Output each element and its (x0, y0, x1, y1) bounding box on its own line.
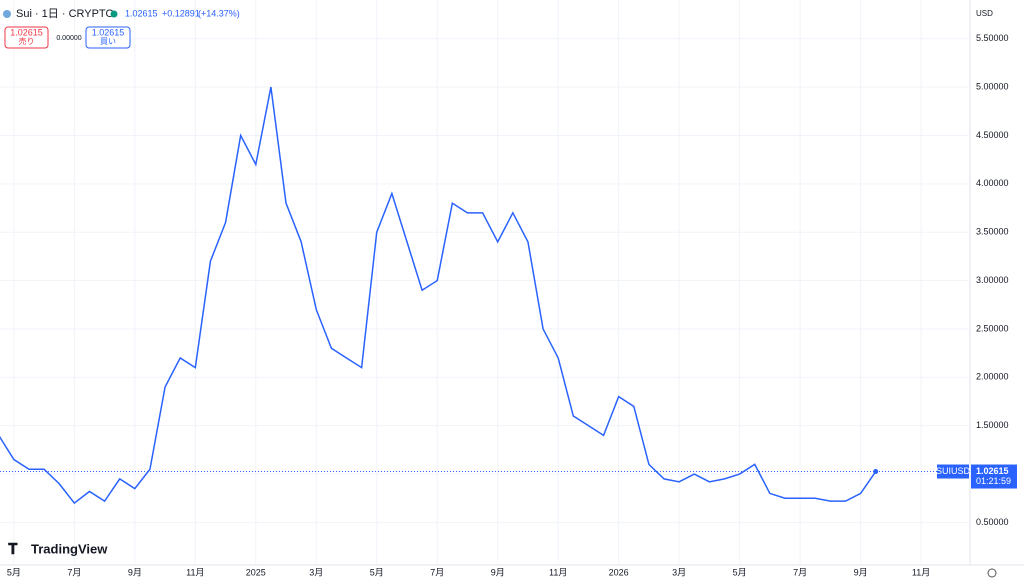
grid (0, 0, 970, 565)
settings-icon[interactable] (987, 568, 997, 578)
coin-icon (3, 10, 11, 18)
symbol-tag (937, 464, 969, 479)
spread: 0.00000 (56, 35, 81, 42)
y-tick-label: 4.50000 (976, 130, 1009, 140)
buy-button[interactable] (85, 26, 131, 49)
status-dot (110, 10, 118, 18)
sell-price[interactable]: 1.02615 (10, 27, 43, 37)
symbol: Sui · 1日 · CRYPTO (16, 8, 114, 20)
x-tick-label: 7月 (793, 567, 807, 577)
x-tick-label: 2026 (609, 567, 629, 577)
y-tick-label: 1.50000 (976, 420, 1009, 430)
buy-label[interactable]: 買い (100, 37, 116, 46)
change-pct: (+14.37%) (198, 8, 240, 18)
x-tick-label: 3月 (672, 567, 686, 577)
y-tick-label: 5.00000 (976, 81, 1009, 91)
x-tick-label: 9月 (128, 567, 142, 577)
x-tick-label: 5月 (370, 567, 384, 577)
brand: TradingView (31, 541, 108, 556)
x-tick-label: 5月 (733, 567, 747, 577)
x-tick-label: 2025 (246, 567, 266, 577)
x-tick-label: 3月 (309, 567, 323, 577)
last-point (873, 469, 879, 475)
buy-price[interactable]: 1.02615 (92, 27, 125, 37)
plot (0, 86, 970, 505)
logo-mark: 𝐓 (8, 541, 18, 558)
symbol-tag-label: SUIUSD (936, 466, 971, 476)
x-tick-label: 5月 (7, 567, 21, 577)
countdown: 01:21:59 (976, 476, 1011, 486)
currency[interactable]: USD (976, 9, 993, 18)
price-line (0, 86, 877, 505)
y-tick-label: 3.50000 (976, 227, 1009, 237)
price-tag (971, 464, 1017, 489)
x-tick-label: 11月 (186, 567, 204, 577)
x-tick-label: 11月 (912, 567, 930, 577)
y-tick-label: 2.00000 (976, 372, 1009, 382)
x-tick-label: 9月 (854, 567, 868, 577)
y-tick-label: 0.50000 (976, 517, 1009, 527)
x-tick-label: 7月 (430, 567, 444, 577)
x-tick-label: 11月 (549, 567, 567, 577)
y-tick-label: 4.00000 (976, 178, 1009, 188)
x-tick-label: 9月 (491, 567, 505, 577)
sell-button[interactable] (4, 26, 49, 49)
y-tick-label: 5.50000 (976, 33, 1009, 43)
y-tick-label: 3.00000 (976, 275, 1009, 285)
price-tag-value: 1.02615 (976, 466, 1009, 476)
sell-label[interactable]: 売り (19, 36, 35, 46)
y-tick-label: 2.50000 (976, 323, 1009, 333)
price: 1.02615 (125, 8, 158, 18)
change: +0.12891 (162, 8, 200, 18)
x-tick-label: 7月 (67, 567, 81, 577)
